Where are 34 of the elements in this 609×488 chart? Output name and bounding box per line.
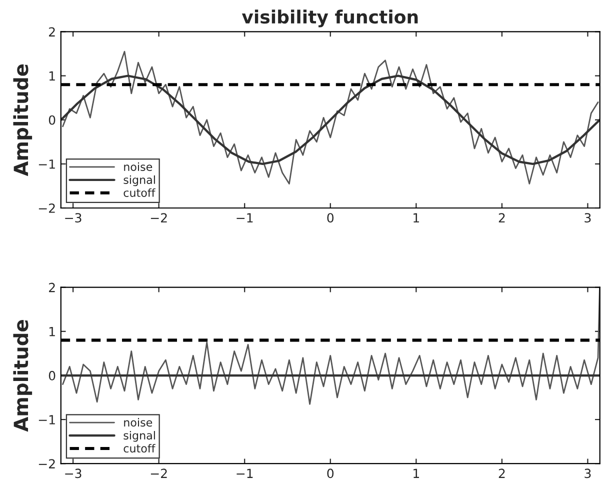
y-tick-label: 1 <box>49 327 55 336</box>
x-tick-label: 2 <box>498 468 505 478</box>
legend-label: signal <box>124 175 155 186</box>
y-tick-label: 2 <box>49 27 55 36</box>
legend-label: cutoff <box>124 188 156 197</box>
x-tick-label: 2 <box>498 213 505 222</box>
y-tick-label: 0 <box>48 370 56 380</box>
y-tick-label: −1 <box>38 160 55 169</box>
x-tick-label: 0 <box>327 468 334 478</box>
legend-label: noise <box>124 162 152 172</box>
x-tick-label: 0 <box>327 213 334 223</box>
y-tick-label: 2 <box>49 282 55 292</box>
chart-title: visibility function <box>242 10 418 28</box>
x-tick-label: 1 <box>414 213 419 222</box>
legend-label: noise <box>124 418 152 427</box>
y-tick-label: −2 <box>38 459 55 468</box>
y-tick-label: 0 <box>48 115 56 125</box>
x-tick-label: −3 <box>65 468 82 478</box>
x-tick-label: 1 <box>414 468 419 478</box>
x-tick-label: −1 <box>236 213 253 222</box>
x-tick-label: −2 <box>150 468 167 478</box>
y-axis-title: Amplitude <box>13 320 32 432</box>
x-tick-label: −1 <box>236 468 253 478</box>
x-tick-label: 3 <box>584 468 591 478</box>
y-tick-label: 1 <box>49 71 55 81</box>
y-tick-label: −2 <box>38 203 55 213</box>
x-tick-label: −2 <box>150 213 167 222</box>
y-axis-title: Amplitude <box>13 64 32 176</box>
legend-label: cutoff <box>124 444 156 453</box>
x-tick-label: −3 <box>65 213 82 223</box>
y-tick-label: −1 <box>38 415 55 424</box>
legend-label: signal <box>124 430 155 442</box>
line-series <box>62 50 599 184</box>
x-tick-label: 3 <box>584 213 591 223</box>
